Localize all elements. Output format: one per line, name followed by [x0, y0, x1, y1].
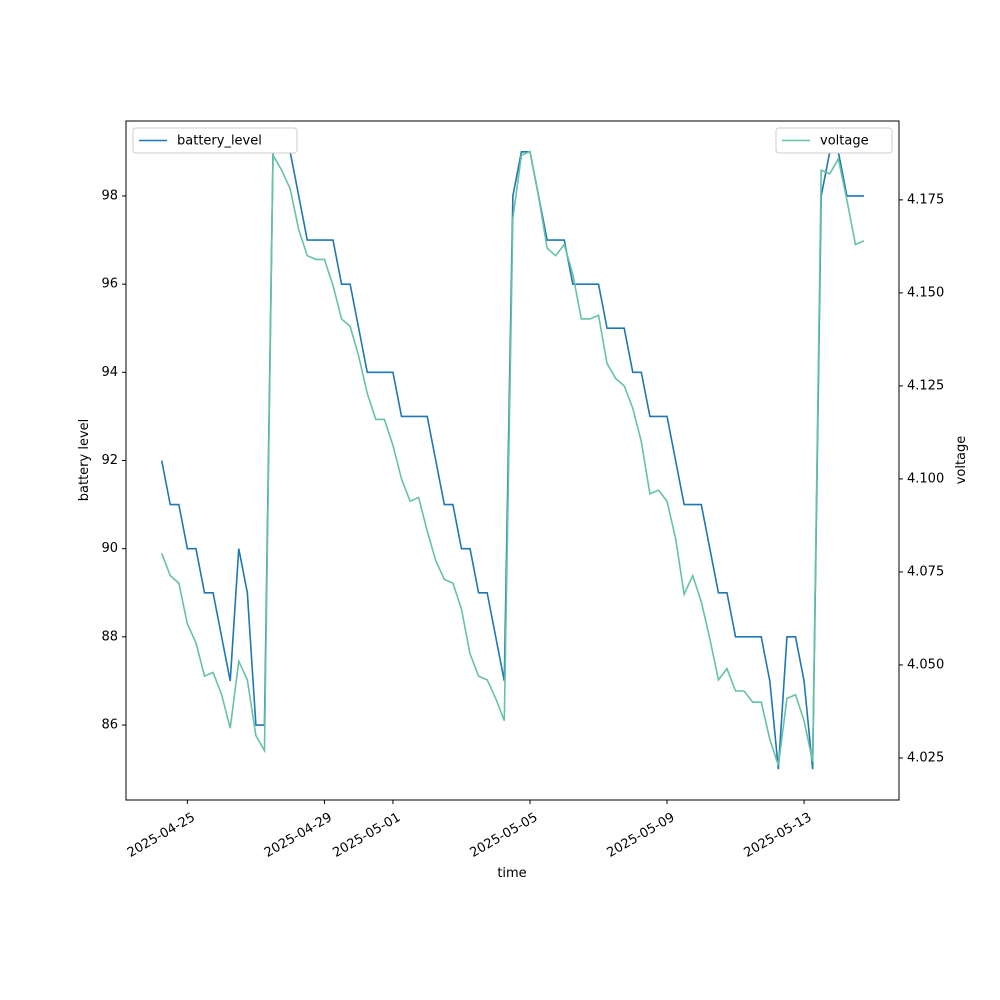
- y-tick-label: 98: [101, 188, 118, 203]
- series-line: [160, 150, 865, 766]
- y2-tick-label: 4.075: [907, 564, 944, 579]
- x-axis-label: time: [497, 866, 526, 881]
- x-tick-label: 2025-05-09: [604, 810, 677, 861]
- y-tick-label: 96: [101, 277, 118, 292]
- legend-box: [775, 127, 893, 154]
- y2-tick-label: 4.125: [907, 378, 944, 393]
- legend: battery_level: [132, 127, 298, 154]
- y2-tick-label: 4.100: [907, 471, 944, 486]
- y-tick-label: 90: [101, 541, 118, 556]
- legend-label: battery_level: [177, 134, 262, 149]
- y-tick-label: 86: [101, 718, 118, 733]
- legend-label: voltage: [820, 134, 869, 149]
- legend-box: [132, 127, 298, 154]
- x-tick-label: 2025-05-01: [330, 810, 403, 861]
- legend: voltage: [775, 127, 893, 154]
- x-tick-label: 2025-04-29: [262, 810, 335, 861]
- y-tick-label: 94: [101, 365, 118, 380]
- y2-axis-label: voltage: [954, 436, 969, 485]
- y2-tick-label: 4.150: [907, 285, 944, 300]
- plot-frame: [125, 120, 900, 801]
- y-axis-label: battery level: [77, 419, 92, 502]
- y2-tick-label: 4.050: [907, 657, 944, 672]
- y-tick-label: 88: [101, 629, 118, 644]
- x-tick-label: 2025-05-05: [467, 810, 540, 861]
- y2-tick-label: 4.025: [907, 750, 944, 765]
- y2-tick-label: 4.175: [907, 192, 944, 207]
- y-tick-label: 92: [101, 453, 118, 468]
- x-tick-label: 2025-04-25: [125, 810, 198, 861]
- x-tick-label: 2025-05-13: [742, 810, 815, 861]
